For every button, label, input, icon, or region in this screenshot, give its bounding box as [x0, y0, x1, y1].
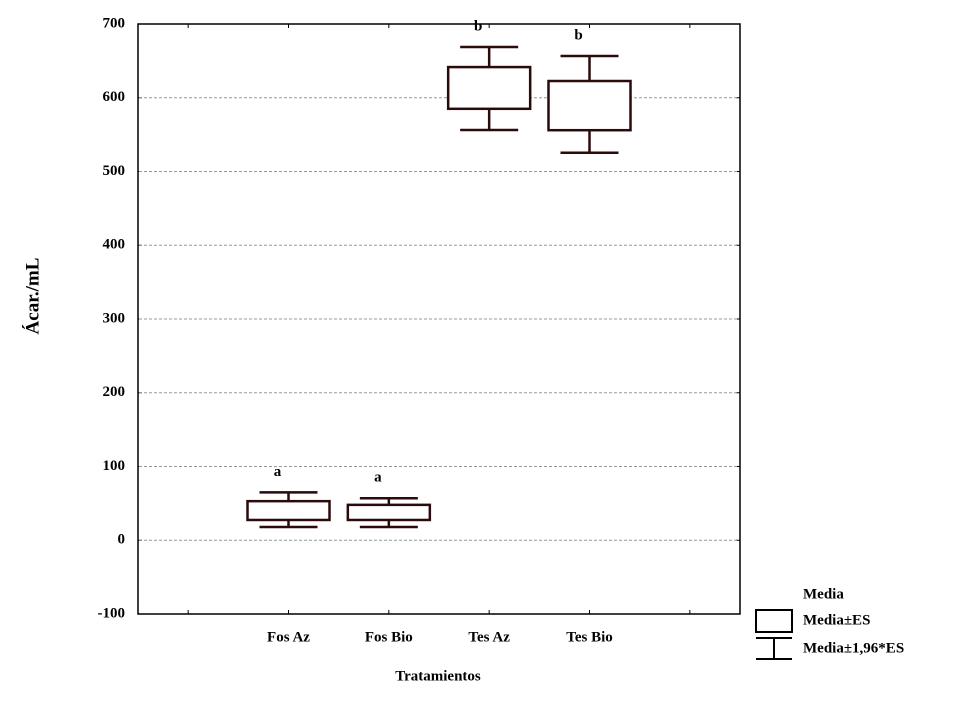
legend-label: Media±ES: [803, 612, 870, 628]
y-tick-label: 200: [103, 384, 126, 400]
x-tick-label: Tes Az: [468, 629, 510, 645]
y-tick-label: 100: [103, 458, 126, 474]
box: [547, 79, 632, 132]
legend-box: [755, 609, 793, 633]
x-axis-label: Tratamientos: [395, 668, 481, 684]
group-label: b: [574, 27, 582, 43]
x-tick-label: Fos Bio: [365, 629, 413, 645]
y-tick-label: 400: [103, 237, 126, 253]
group-label: a: [274, 464, 282, 480]
y-axis-label: Ácar./mL: [21, 258, 43, 335]
legend-label: Media±1,96*ES: [803, 640, 904, 656]
legend-label: Media: [803, 586, 844, 602]
box: [446, 65, 532, 111]
y-tick-label: 600: [103, 89, 126, 105]
x-tick-label: Tes Bio: [566, 629, 613, 645]
y-tick-label: 0: [118, 532, 126, 548]
y-tick-label: 700: [103, 15, 126, 31]
y-tick-label: -100: [98, 605, 126, 621]
y-tick-label: 300: [103, 310, 126, 326]
x-tick-label: Fos Az: [267, 629, 310, 645]
box: [346, 503, 432, 522]
group-label: b: [474, 18, 482, 34]
group-label: a: [374, 470, 382, 486]
y-tick-label: 500: [103, 163, 126, 179]
box: [246, 499, 331, 522]
